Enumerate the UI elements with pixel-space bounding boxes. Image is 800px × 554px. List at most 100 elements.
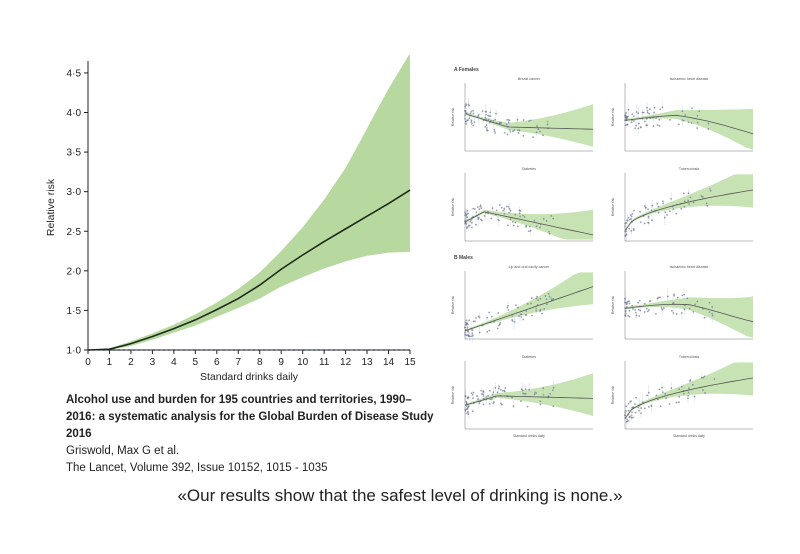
- panel-dot: [658, 388, 661, 391]
- panel-dot: [664, 211, 667, 214]
- panel-dot: [465, 123, 468, 125]
- panel-dot: [628, 302, 631, 305]
- panel-dot: [637, 308, 640, 311]
- panel-dot: [632, 115, 635, 118]
- y-tick-label: 4·5: [67, 68, 82, 79]
- panel-dot: [643, 222, 646, 225]
- small-panel-plot: Ischaemic heart disease Relative risk: [611, 265, 754, 340]
- panel-dot: [520, 388, 523, 391]
- x-tick-label: 5: [193, 357, 199, 368]
- panel-dot: [646, 106, 648, 109]
- panel-dot: [663, 216, 666, 219]
- panel-dot: [471, 332, 474, 335]
- panel-dot: [531, 314, 533, 317]
- panel-dot: [520, 313, 523, 316]
- panel-dot: [539, 403, 542, 406]
- panel-title: Diabetes: [522, 355, 536, 359]
- panel-dot: [634, 411, 637, 414]
- panel-dot: [475, 223, 477, 226]
- panel-dot: [683, 308, 686, 311]
- panel-dot: [488, 115, 491, 118]
- panel-dot: [631, 406, 634, 409]
- panel-dot: [497, 218, 500, 221]
- panel-dot: [632, 308, 634, 310]
- panel-dot: [659, 108, 662, 111]
- panel-dot: [466, 213, 468, 216]
- panel-dot: [657, 211, 660, 214]
- panel-dot: [632, 120, 635, 122]
- panel-dot: [688, 307, 691, 310]
- panel-dot: [535, 225, 538, 228]
- panel-dot: [524, 392, 527, 395]
- panel-dot: [678, 395, 681, 398]
- y-tick-label: 1·5: [67, 306, 82, 317]
- panel-ylabel: Relative risk: [611, 295, 615, 314]
- panel-dot: [494, 132, 496, 134]
- panel-dot: [472, 207, 475, 210]
- panel-dot: [625, 421, 628, 423]
- panel-dot: [628, 227, 631, 230]
- panel-dot: [646, 109, 649, 112]
- panel-dot: [470, 110, 473, 113]
- panel-dot: [672, 208, 675, 211]
- panel-band: [625, 362, 753, 420]
- panel-dot: [525, 225, 527, 228]
- panel-dot: [643, 120, 646, 123]
- panel-dot: [499, 322, 502, 324]
- panel-dot: [643, 407, 646, 410]
- small-multiples: A Females B Males Breast cancer Relative ri…: [447, 63, 757, 439]
- panel-dot: [647, 208, 649, 211]
- panel-dot: [467, 413, 470, 416]
- panel-dot: [503, 213, 506, 215]
- panel-dot: [482, 119, 485, 122]
- panel-dot: [468, 319, 471, 322]
- panel-dot: [473, 208, 476, 210]
- panel-dot: [477, 216, 480, 219]
- panel-dot: [711, 312, 714, 315]
- panel-dot: [548, 230, 551, 233]
- panel-dot: [647, 391, 650, 394]
- panel-dot: [468, 224, 471, 227]
- panel-dot: [466, 119, 469, 122]
- panel-dot: [476, 395, 478, 398]
- panel-dot: [539, 130, 541, 133]
- panel-dot: [522, 134, 525, 137]
- panel-dot: [480, 218, 482, 221]
- panel-dot: [632, 406, 635, 409]
- x-tick-label: 10: [297, 357, 309, 368]
- panel-dot: [507, 309, 510, 311]
- panel-dot: [527, 230, 530, 233]
- panel-dot: [632, 229, 635, 232]
- panel-dot: [549, 392, 552, 395]
- panel-dot: [672, 312, 675, 314]
- panel-dot: [657, 296, 660, 299]
- panel-dot: [517, 132, 520, 134]
- panel-dot: [470, 221, 473, 224]
- panel-dot: [705, 202, 708, 205]
- panel-dot: [520, 400, 522, 403]
- panel-dot: [646, 394, 648, 397]
- panel-dot: [482, 390, 485, 393]
- panel-dot: [552, 297, 555, 300]
- panel-dot: [488, 311, 491, 314]
- panel-dot: [630, 121, 633, 124]
- panel-dot: [630, 400, 632, 403]
- panel-dot: [628, 315, 631, 318]
- panel-dot: [536, 125, 538, 127]
- panel-dot: [672, 302, 675, 304]
- panel-dot: [677, 123, 680, 126]
- panel-dot: [478, 316, 481, 319]
- panel-dot: [488, 389, 491, 392]
- small-panel: Tuberculosis Relative risk Standard drinks…: [607, 351, 757, 439]
- panel-dot: [488, 121, 491, 124]
- panel-dot: [645, 307, 648, 310]
- y-tick-label: 2·0: [67, 266, 82, 277]
- panel-dot: [492, 120, 495, 122]
- panel-dot: [536, 295, 538, 298]
- panel-dot: [503, 207, 506, 210]
- panel-dot: [465, 104, 467, 107]
- panel-dot: [706, 204, 709, 207]
- panel-dot: [546, 123, 549, 126]
- panel-dot: [535, 131, 538, 134]
- panel-dot: [700, 195, 703, 198]
